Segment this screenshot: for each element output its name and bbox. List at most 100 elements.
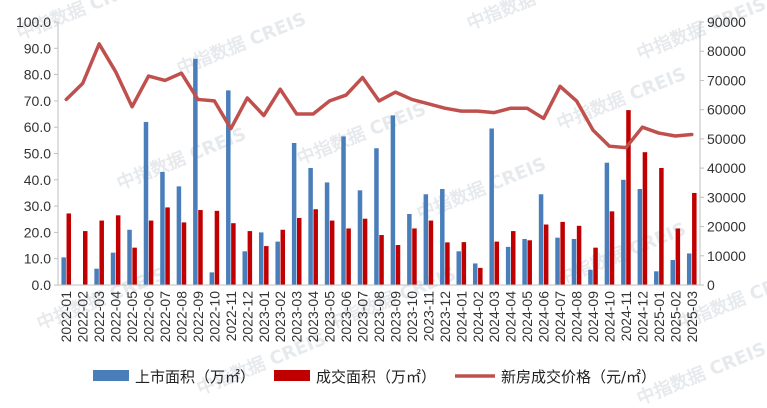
bar-listed-area (637, 189, 643, 285)
left-tick-label: 0.0 (32, 277, 52, 293)
bar-transaction-area (494, 241, 500, 285)
bar-listed-area (654, 271, 659, 285)
bar-transaction-area (280, 229, 286, 285)
bar-transaction-area (428, 220, 434, 285)
left-tick-label: 60.0 (24, 119, 51, 135)
price-line (64, 42, 694, 150)
bar-transaction-area (66, 213, 72, 285)
x-tick-label: 2023-04 (305, 291, 321, 343)
bar-transaction-area (626, 110, 631, 285)
bar-transaction-area (379, 235, 384, 285)
bar-transaction-area (692, 192, 697, 285)
legend: 上市面积（万㎡） 成交面积（万㎡） 新房成交价格（元/㎡） (93, 368, 656, 386)
right-tick-label: 40000 (707, 160, 746, 176)
x-tick-label: 2022-01 (58, 291, 74, 343)
bar-transaction-area (132, 247, 137, 285)
watermark-text: 中指数据 CREIS (294, 98, 430, 170)
x-tick-label: 2022-02 (75, 291, 91, 343)
bar-listed-area (275, 241, 280, 285)
right-tick-label: 80000 (707, 43, 746, 59)
x-tick-label: 2022-06 (141, 291, 157, 343)
bar-listed-area (621, 179, 626, 285)
line-layer (64, 42, 694, 150)
bar-listed-area (374, 148, 379, 285)
bar-transaction-area (560, 221, 565, 285)
x-tick-label: 2025-01 (651, 291, 667, 343)
bar-transaction-area (362, 218, 368, 285)
x-tick-label: 2022-07 (157, 291, 173, 343)
bar-listed-area (291, 142, 297, 285)
bar-listed-area (555, 237, 560, 285)
bar-transaction-area (659, 167, 664, 285)
bar-listed-area (407, 213, 412, 285)
x-tick-label: 2022-12 (239, 291, 255, 343)
legend-label-listed-area: 上市面积（万㎡） (135, 368, 255, 386)
bar-transaction-area (346, 228, 351, 285)
bar-listed-area (456, 251, 462, 285)
x-tick-label: 2023-02 (272, 291, 288, 343)
bar-layer (61, 58, 697, 286)
x-tick-label: 2024-04 (503, 291, 519, 343)
bar-listed-area (242, 251, 248, 285)
left-tick-label: 40.0 (24, 172, 51, 188)
bar-listed-area (226, 90, 231, 285)
x-tick-label: 2022-09 (190, 291, 206, 343)
left-tick-label: 50.0 (24, 146, 51, 162)
legend-swatch-transaction-area (274, 370, 310, 381)
bar-listed-area (324, 182, 330, 285)
bar-listed-area (143, 121, 149, 285)
bar-transaction-area (609, 211, 615, 285)
left-tick-label: 100.0 (16, 14, 51, 30)
x-tick-label: 2024-08 (569, 291, 585, 343)
x-tick-label: 2022-08 (173, 291, 189, 343)
left-tick-label: 90.0 (24, 40, 51, 56)
bar-transaction-area (115, 215, 121, 285)
bar-transaction-area (527, 240, 532, 285)
bar-transaction-area (412, 228, 417, 285)
x-tick-label: 2023-09 (387, 291, 403, 343)
x-tick-label: 2024-09 (585, 291, 601, 343)
left-tick-label: 10.0 (24, 251, 51, 267)
x-tick-label: 2024-02 (470, 291, 486, 343)
x-tick-label: 2022-05 (124, 291, 140, 343)
bar-transaction-area (675, 228, 681, 285)
x-tick-label: 2023-06 (338, 291, 354, 343)
bar-transaction-area (461, 242, 467, 285)
x-tick-label: 2022-03 (91, 291, 107, 343)
bar-transaction-area (264, 246, 269, 285)
bar-transaction-area (313, 209, 318, 285)
bar-transaction-area (231, 223, 236, 285)
x-tick-label: 2025-02 (667, 291, 683, 343)
right-tick-label: 20000 (707, 219, 746, 235)
x-tick-label: 2022-10 (206, 291, 222, 343)
x-tick-label: 2024-07 (552, 291, 568, 343)
bar-transaction-area (510, 231, 516, 285)
bar-listed-area (571, 238, 577, 285)
bar-listed-area (423, 194, 429, 285)
bar-transaction-area (247, 231, 253, 285)
x-tick-label: 2024-06 (536, 291, 552, 343)
x-tick-label: 2024-10 (601, 291, 617, 343)
x-tick-label: 2024-11 (618, 291, 634, 342)
bar-transaction-area (395, 245, 401, 285)
bar-listed-area (604, 162, 610, 285)
right-tick-label: 50000 (707, 131, 746, 147)
bar-transaction-area (148, 220, 154, 285)
x-tick-label: 2024-03 (486, 291, 502, 343)
bar-listed-area (390, 115, 396, 286)
legend-label-price: 新房成交价格（元/㎡） (501, 368, 656, 386)
bar-listed-area (538, 194, 544, 285)
bar-transaction-area (593, 247, 598, 285)
right-tick-label: 90000 (707, 14, 746, 30)
x-tick-label: 2023-07 (355, 291, 371, 343)
bar-listed-area (505, 246, 511, 285)
bar-listed-area (588, 269, 593, 285)
bar-listed-area (160, 171, 165, 285)
bar-transaction-area (576, 225, 582, 285)
x-tick-label: 2022-04 (108, 291, 124, 343)
left-tick-label: 20.0 (24, 224, 51, 240)
axes-layer: 0.0 10.0 20.0 30.0 40.0 50.0 60.0 70.0 80.0 90.0 1… (16, 14, 746, 342)
